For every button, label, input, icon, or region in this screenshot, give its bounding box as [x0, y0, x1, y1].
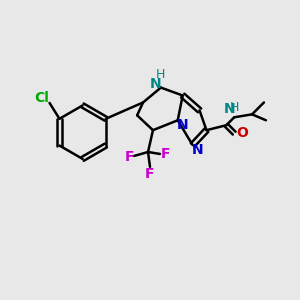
Text: F: F: [145, 167, 155, 181]
Text: F: F: [161, 147, 171, 161]
Text: H: H: [156, 68, 166, 81]
Text: N: N: [192, 143, 203, 157]
Text: N: N: [150, 76, 162, 91]
Text: H: H: [230, 101, 239, 114]
Text: Cl: Cl: [34, 91, 49, 105]
Text: O: O: [236, 126, 248, 140]
Text: N: N: [177, 118, 188, 132]
Text: F: F: [124, 150, 134, 164]
Text: N: N: [224, 102, 235, 116]
